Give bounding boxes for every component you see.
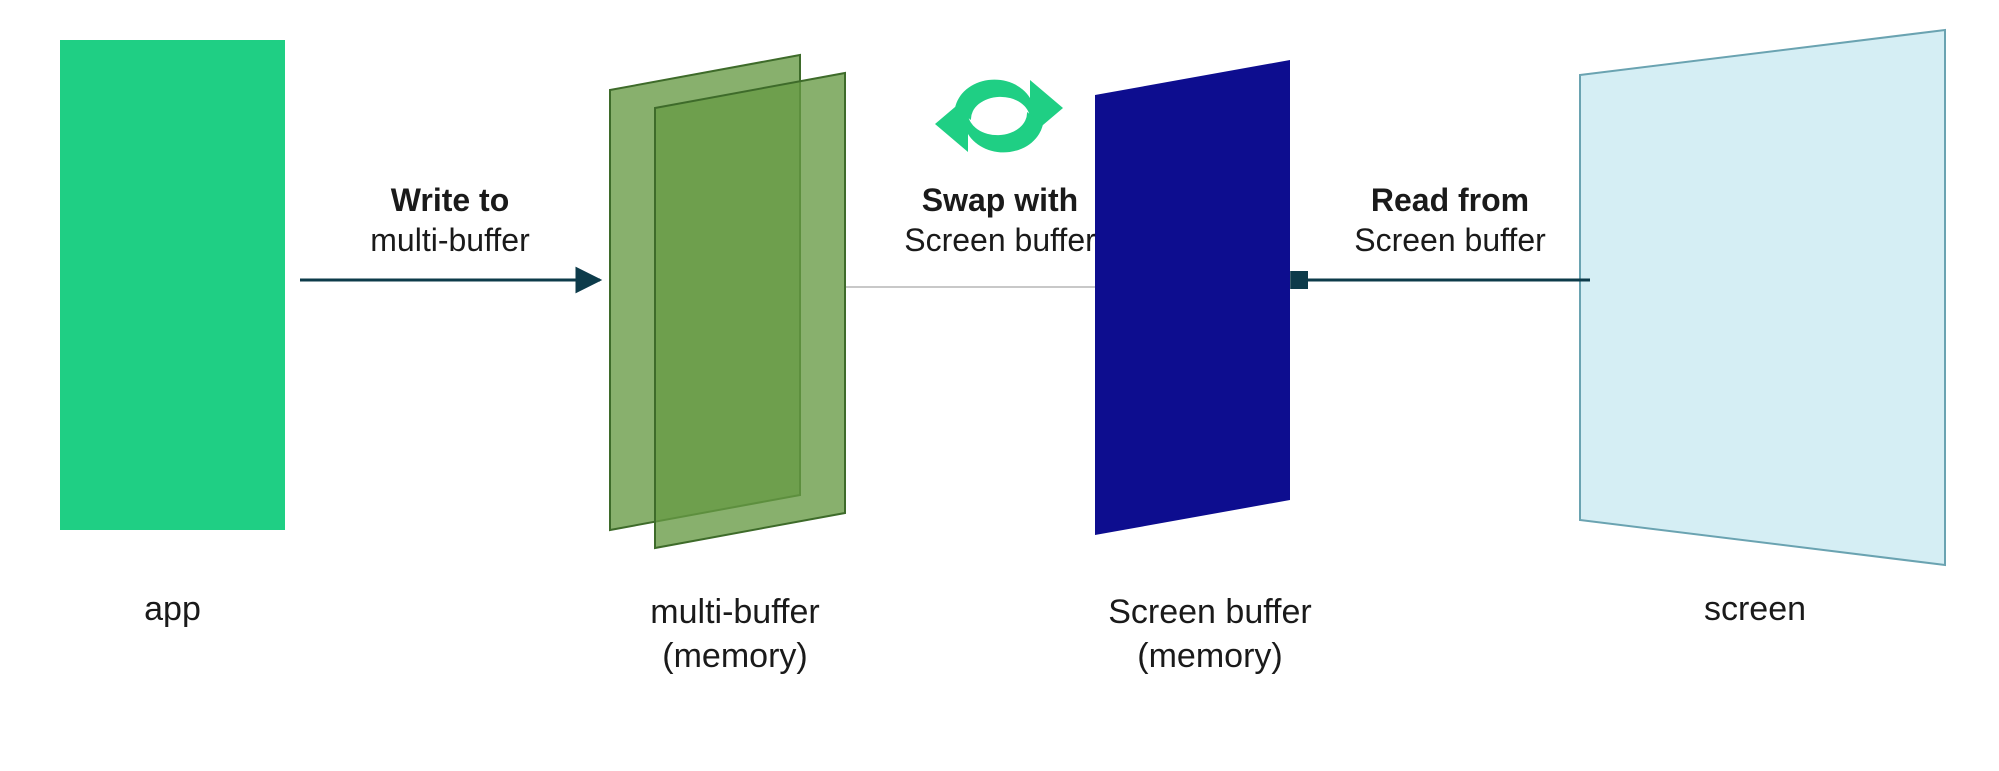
app-node: [60, 40, 285, 530]
multi-buffer-label: multi-buffer (memory): [590, 590, 880, 678]
read-label-normal: Screen buffer: [1354, 222, 1546, 258]
multi-buffer-label-line1: multi-buffer: [650, 593, 819, 631]
screen-buffer-label-line1: Screen buffer: [1108, 593, 1312, 631]
app-label: app: [60, 590, 285, 629]
screen-node: [1580, 30, 1945, 565]
screen-label: screen: [1575, 590, 1935, 629]
screen-buffer-label-line2: (memory): [1137, 637, 1282, 675]
swap-label-normal: Screen buffer: [904, 222, 1096, 258]
read-label-bold: Read from: [1371, 182, 1529, 218]
app-label-text: app: [144, 590, 201, 628]
screen-buffer-node: [1095, 60, 1290, 535]
swap-icon: [935, 80, 1063, 153]
multi-buffer-label-line2: (memory): [662, 637, 807, 675]
write-label-normal: multi-buffer: [370, 222, 529, 258]
multi-buffer-node: [610, 55, 845, 548]
write-label-bold: Write to: [391, 182, 510, 218]
screen-buffer-label: Screen buffer (memory): [1060, 590, 1360, 678]
screen-label-text: screen: [1704, 590, 1806, 628]
diagram-canvas: [0, 0, 1999, 771]
swap-label-bold: Swap with: [922, 182, 1078, 218]
swap-label: Swap with Screen buffer: [850, 180, 1150, 260]
read-label: Read from Screen buffer: [1300, 180, 1600, 260]
write-label: Write to multi-buffer: [300, 180, 600, 260]
